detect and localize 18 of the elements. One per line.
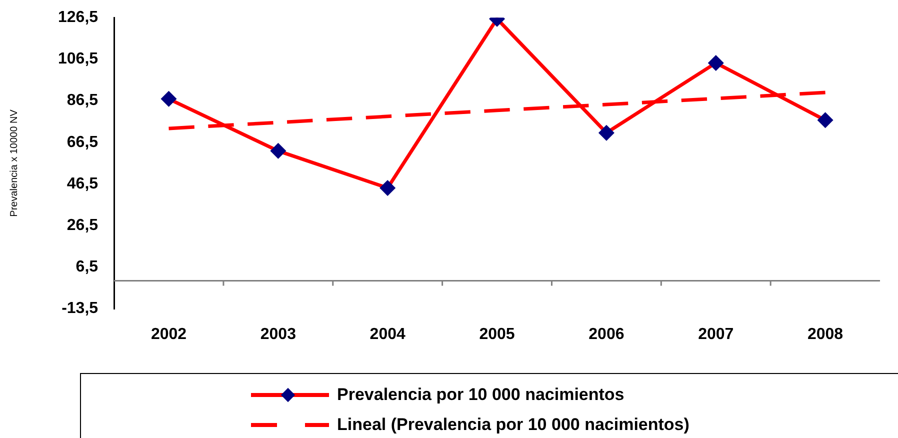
x-tick-label: 2003 [260, 326, 296, 343]
x-tick-label: 2002 [150, 326, 187, 343]
legend-label: Prevalencia por 10 000 nacimientos [337, 385, 624, 405]
y-tick-label: 106,5 [58, 50, 98, 68]
y-tick-label: 86,5 [66, 92, 98, 110]
y-tick-label: 126,5 [58, 9, 98, 26]
legend-label: Lineal (Prevalencia por 10 000 nacimientos) [337, 415, 690, 435]
y-tick-label: 66,5 [66, 134, 98, 151]
x-tick-label: 2007 [698, 326, 734, 343]
x-tick-label: 2006 [588, 326, 624, 343]
y-tick-label: 46,5 [66, 175, 98, 192]
y-tick-label: 6,5 [76, 258, 98, 276]
x-tick-label: 2004 [370, 326, 406, 343]
x-tick-label: 2008 [807, 326, 844, 343]
x-tick-label: 2005 [479, 326, 515, 343]
y-axis-title: Prevalencia x 10000 NV [8, 109, 20, 217]
y-tick-label: 26,5 [66, 217, 98, 234]
y-tick-label: -13,5 [62, 300, 98, 318]
